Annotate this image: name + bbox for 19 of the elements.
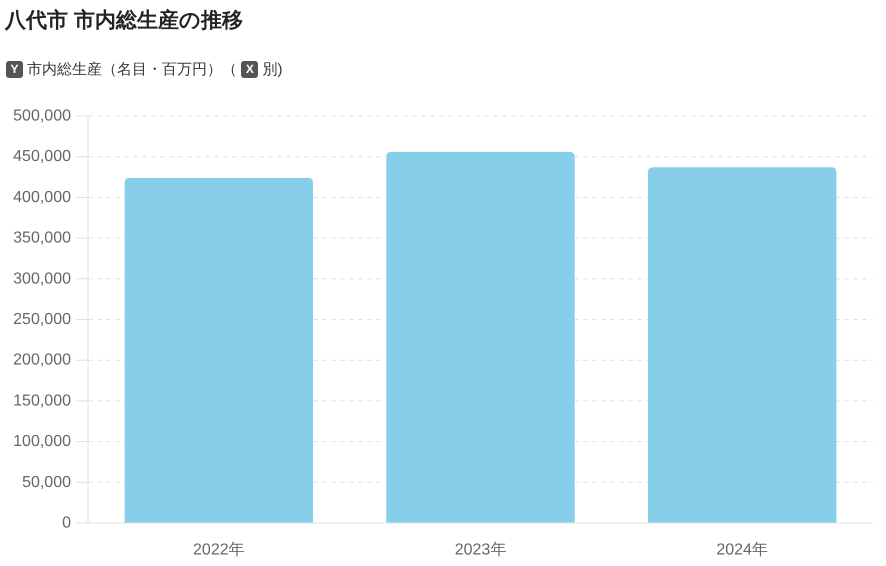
bar [386, 152, 575, 523]
y-tick-label: 200,000 [13, 352, 72, 369]
y-tick-label: 50,000 [22, 474, 72, 491]
bar [648, 167, 836, 523]
y-tick-label: 450,000 [13, 148, 72, 166]
x-tick-label: 2024年 [716, 542, 768, 558]
y-tick-label: 100,000 [13, 433, 72, 450]
y-tick-label: 350,000 [13, 230, 72, 247]
y-tick-label: 250,000 [13, 311, 72, 328]
y-tick-label: 500,000 [13, 108, 72, 124]
chart-title: 八代市 市内総生産の推移 [5, 8, 243, 34]
x-tick-label: 2022年 [193, 542, 245, 558]
y-tick-label: 150,000 [13, 392, 72, 410]
y-tick-label: 400,000 [13, 188, 72, 206]
y-tick-label: 300,000 [13, 270, 72, 288]
y-tick-label: 0 [62, 514, 72, 532]
x-tick-label: 2023年 [454, 542, 506, 558]
chart-subtitle: Y 市内総生産（名目・百万円）（ X 別) [9, 61, 283, 78]
bar [124, 178, 314, 523]
